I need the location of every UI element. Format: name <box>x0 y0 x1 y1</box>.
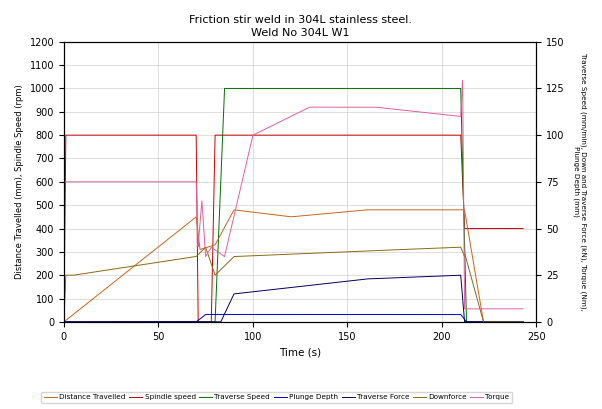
Distance Travelled <box>403 207 410 212</box>
Line: Traverse Force: Traverse Force <box>64 275 523 322</box>
Plunge Depth <box>438 312 445 317</box>
Distance Travelled <box>520 319 527 324</box>
Plunge Depth <box>403 312 410 317</box>
Traverse Force <box>359 277 366 282</box>
Torque <box>359 105 366 110</box>
Torque <box>520 306 527 311</box>
Distance Travelled <box>144 253 151 258</box>
Torque <box>144 180 151 184</box>
Torque <box>403 108 410 113</box>
Traverse Speed <box>221 86 228 91</box>
Downforce <box>438 245 445 250</box>
Traverse Force <box>336 279 343 284</box>
Plunge Depth <box>520 319 527 324</box>
Traverse Force <box>403 275 410 280</box>
Distance Travelled <box>438 207 445 212</box>
Traverse Speed <box>60 319 67 324</box>
Distance Travelled <box>359 208 366 213</box>
Line: Plunge Depth: Plunge Depth <box>64 315 523 322</box>
Spindle speed <box>62 133 69 137</box>
Torque <box>438 112 445 117</box>
Traverse Speed <box>236 86 243 91</box>
Y-axis label: Distance Travelled (mm), Spindle Speed (rpm): Distance Travelled (mm), Spindle Speed (… <box>15 85 24 279</box>
Downforce <box>403 247 410 252</box>
Traverse Force <box>60 319 67 324</box>
Spindle speed <box>359 133 366 137</box>
Spindle speed <box>403 133 410 137</box>
Traverse Speed <box>403 86 410 91</box>
Downforce <box>336 249 343 254</box>
Torque <box>459 78 466 83</box>
Torque <box>461 306 468 311</box>
Line: Distance Travelled: Distance Travelled <box>64 210 523 322</box>
Distance Travelled <box>362 207 370 212</box>
Traverse Force <box>438 274 445 279</box>
Distance Travelled <box>60 319 67 324</box>
Downforce <box>144 261 151 266</box>
Torque <box>336 105 343 110</box>
Line: Spindle speed: Spindle speed <box>64 135 523 322</box>
Legend: Distance Travelled, Spindle speed, Traverse Speed, Plunge Depth, Traverse Force,: Distance Travelled, Spindle speed, Trave… <box>42 391 512 403</box>
Torque <box>60 180 67 184</box>
Plunge Depth <box>144 319 151 324</box>
Traverse Force <box>520 319 527 324</box>
Spindle speed <box>144 133 151 137</box>
Plunge Depth <box>60 319 67 324</box>
Downforce <box>520 319 527 324</box>
Traverse Force <box>144 319 151 324</box>
Plunge Depth <box>236 312 243 317</box>
Title: Friction stir weld in 304L stainless steel.
Weld No 304L W1: Friction stir weld in 304L stainless ste… <box>188 15 412 38</box>
Traverse Speed <box>438 86 445 91</box>
Downforce <box>236 254 243 259</box>
Traverse Force <box>457 273 464 278</box>
Traverse Speed <box>144 319 151 324</box>
Spindle speed <box>236 133 243 137</box>
Traverse Force <box>236 291 243 296</box>
Downforce <box>60 319 67 324</box>
Plunge Depth <box>359 312 366 317</box>
X-axis label: Time (s): Time (s) <box>279 347 321 357</box>
Spindle speed <box>520 226 527 231</box>
Spindle speed <box>438 133 445 137</box>
Line: Torque: Torque <box>64 81 523 309</box>
Line: Traverse Speed: Traverse Speed <box>64 88 523 322</box>
Downforce <box>359 249 366 254</box>
Distance Travelled <box>236 208 243 213</box>
Downforce <box>457 245 464 249</box>
Traverse Speed <box>336 86 343 91</box>
Spindle speed <box>60 319 67 324</box>
Plunge Depth <box>202 312 209 317</box>
Plunge Depth <box>336 312 343 317</box>
Spindle speed <box>336 133 343 137</box>
Traverse Speed <box>520 319 527 324</box>
Y-axis label: Traverse Speed (mm/min), Down and Traverse Force (kN), Torque (Nm),
Plunge Depth: Traverse Speed (mm/min), Down and Traver… <box>573 53 587 311</box>
Distance Travelled <box>336 210 343 215</box>
Line: Downforce: Downforce <box>64 247 523 322</box>
Torque <box>236 191 243 196</box>
Traverse Speed <box>359 86 366 91</box>
